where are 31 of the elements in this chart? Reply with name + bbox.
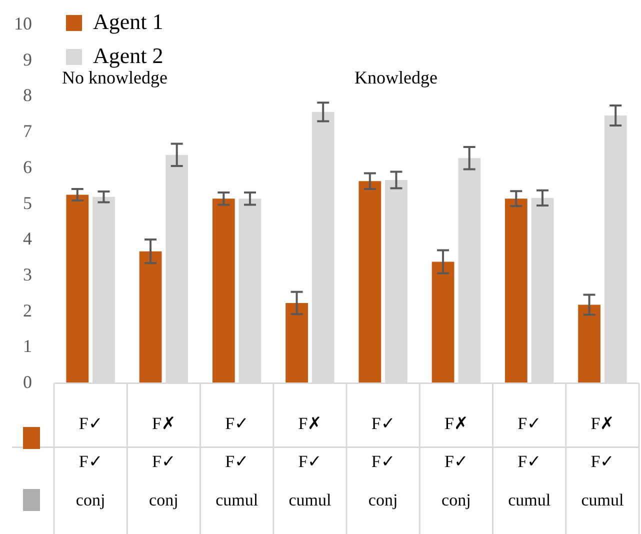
- bar: [578, 304, 600, 384]
- x-tick-label: F✗ F✓ cumul: [288, 414, 332, 510]
- annotation: No knowledge: [62, 67, 168, 88]
- y-tick-label: 0: [23, 372, 32, 392]
- annotation: Knowledge: [354, 67, 438, 88]
- x-tick-label: F✓ F✓ conj: [76, 414, 106, 510]
- x-tick-label: F✓ F✓ cumul: [508, 414, 551, 510]
- legend-label: Agent 2: [93, 42, 164, 68]
- y-tick-label: 8: [23, 85, 32, 106]
- x-tick-label: F✗ F✓ conj: [149, 414, 178, 510]
- y-tick-label: 2: [23, 300, 32, 320]
- x-tick-label: F✗ F✓ cumul: [581, 414, 624, 510]
- y-tick-label: 5: [23, 192, 32, 213]
- y-tick-label: 6: [23, 156, 32, 177]
- bar: [66, 194, 89, 384]
- x-tick-label: F✗ F✓ conj: [442, 414, 471, 510]
- y-tick-label: 1: [23, 336, 32, 356]
- bar: [139, 251, 162, 384]
- y-tick-label: 10: [14, 14, 32, 34]
- bar: [432, 262, 454, 384]
- legend-label: Agent 1: [93, 8, 164, 34]
- y-tick-label: 7: [23, 121, 32, 142]
- y-tick-label: 9: [23, 49, 32, 70]
- y-tick-label: 3: [23, 264, 32, 284]
- bar: [504, 198, 528, 384]
- bar: [286, 302, 308, 384]
- x-tick-label: F✓ F✓ cumul: [216, 414, 258, 510]
- x-tick-label: F✓ F✓ conj: [368, 414, 398, 510]
- bar: [212, 198, 235, 384]
- y-tick-label: 4: [23, 228, 32, 249]
- bar: [358, 181, 382, 384]
